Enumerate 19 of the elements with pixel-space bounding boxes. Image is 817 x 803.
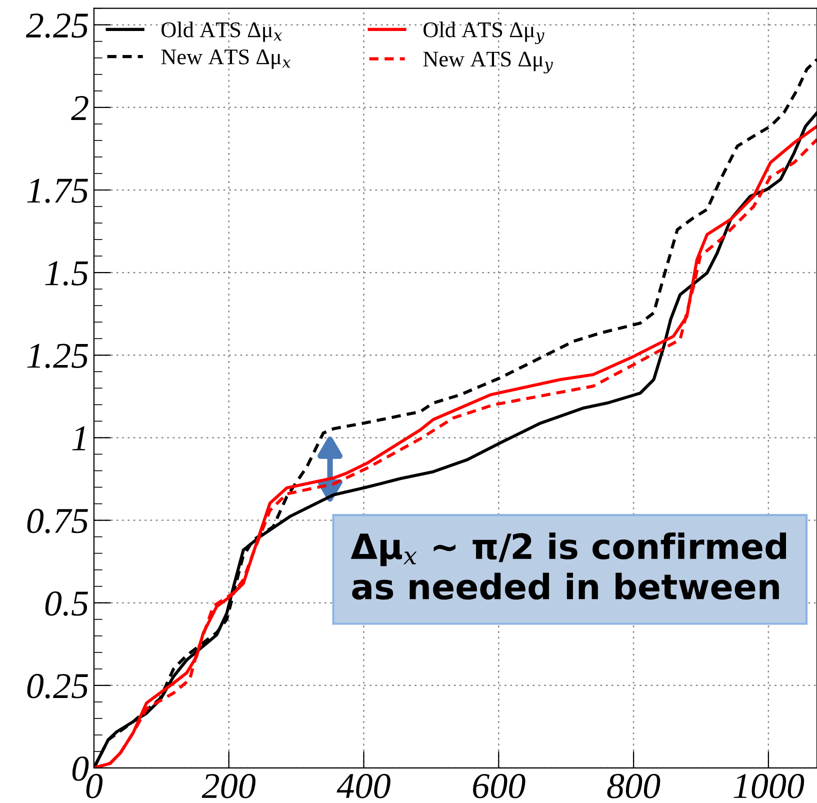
y-tick-label: 0.5 <box>45 591 88 616</box>
y-tick-label: 1 <box>72 426 86 450</box>
y-tick-label: 1.75 <box>27 178 88 204</box>
y-tick-label: 0.75 <box>27 508 88 534</box>
y-tick-label: 1.25 <box>27 344 88 368</box>
annotation: Δμ$_{x}$ ~ π/2 is confirmed as needed in between <box>350 532 786 600</box>
x-tick-label: 200 <box>202 774 256 798</box>
y-tick-label: 2 <box>71 96 88 120</box>
y-tick-label: 0.25 <box>27 674 88 698</box>
legend-label: Old ATS Δμ$_{x}$ <box>162 22 282 42</box>
legend-label: Old ATS Δμ$_{y}$ <box>424 22 544 44</box>
x-tick-label: 1000 <box>734 774 804 798</box>
y-tick-label: 2.25 <box>26 13 88 38</box>
x-tick-label: 800 <box>607 774 660 798</box>
legend-label: New ATS Δμ$_{y}$ <box>423 52 554 74</box>
legend-label: New ATS Δμ$_{x}$ <box>161 49 291 69</box>
x-tick-label: 400 <box>336 774 390 798</box>
y-tick-label: 1.5 <box>45 261 88 286</box>
x-tick-label: 600 <box>473 774 526 798</box>
